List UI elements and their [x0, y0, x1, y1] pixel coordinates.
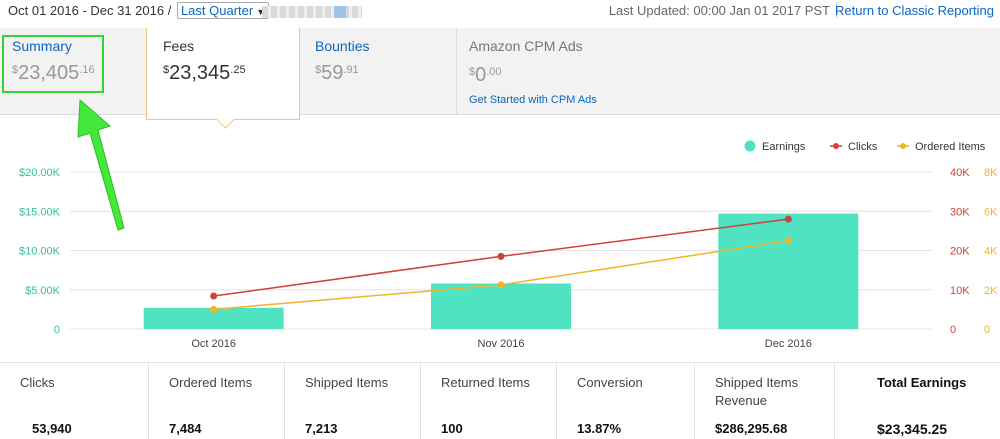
legend-label: Ordered Items: [915, 141, 986, 153]
x-tick-label: Dec 2016: [765, 338, 812, 350]
x-tick-label: Oct 2016: [191, 338, 236, 350]
legend-label: Clicks: [848, 141, 878, 153]
stat-value: 53,940: [32, 421, 72, 436]
cpm-amount: $0.00: [469, 64, 502, 86]
y-tick-label-ordered: 2K: [984, 285, 998, 297]
stat-value: 100: [441, 421, 463, 436]
y-tick-label-earnings: 0: [54, 324, 60, 336]
clicks-point: [210, 292, 218, 300]
tab-summary[interactable]: Summary $23,405.16: [0, 28, 140, 114]
clicks-point: [784, 215, 792, 223]
y-tick-label-clicks: 40K: [950, 167, 970, 179]
y-tick-label-earnings: $20.00K: [19, 167, 61, 179]
tab-cpm-label: Amazon CPM Ads: [469, 38, 583, 54]
y-tick-label-clicks: 0: [950, 324, 956, 336]
ordered-items-point: [784, 237, 792, 245]
y-tick-label-ordered: 0: [984, 324, 990, 336]
date-range: Oct 01 2016 - Dec 31 2016 / Last Quarter…: [8, 2, 270, 19]
period-selected: Last Quarter: [180, 3, 254, 18]
stat-label: Returned Items: [441, 375, 530, 390]
period-dropdown[interactable]: Last Quarter ▼: [176, 2, 270, 19]
summary-amount: $23,405.16: [12, 62, 95, 84]
earnings-bar: [143, 307, 284, 329]
stat-returned-items: Returned Items 100: [420, 363, 556, 439]
legend-marker: [744, 140, 756, 152]
y-tick-label-clicks: 10K: [950, 285, 970, 297]
y-tick-label-earnings: $15.00K: [19, 206, 61, 218]
divider: [836, 2, 837, 18]
x-tick-label: Nov 2016: [477, 338, 524, 350]
legend-marker: [900, 143, 906, 149]
last-updated: Last Updated: 00:00 Jan 01 2017 PST: [608, 3, 830, 18]
top-bar: Oct 01 2016 - Dec 31 2016 / Last Quarter…: [0, 0, 1000, 24]
stat-label: Shipped Items: [305, 375, 389, 390]
cpm-get-started-link[interactable]: Get Started with CPM Ads: [469, 94, 597, 106]
tab-bounties-label: Bounties: [315, 38, 370, 54]
clicks-point: [497, 252, 505, 260]
earnings-bar: [718, 213, 859, 329]
ordered-items-point: [497, 281, 505, 289]
tab-summary-label: Summary: [12, 38, 72, 54]
stat-value: 13.87%: [577, 421, 622, 436]
redacted-account-id: [262, 6, 362, 18]
y-tick-label-earnings: $10.00K: [19, 246, 61, 258]
classic-reporting-link[interactable]: Return to Classic Reporting: [835, 3, 994, 18]
earnings-bar: [431, 283, 571, 329]
stat-value: 7,213: [305, 421, 338, 436]
highlight-box: [2, 35, 104, 93]
chevron-down-icon: ▼: [256, 7, 266, 17]
date-range-text: Oct 01 2016 - Dec 31 2016 /: [8, 3, 172, 18]
stat-shipped-items: Shipped Items 7,213: [284, 363, 420, 439]
y-tick-label-ordered: 4K: [984, 246, 998, 258]
stats-bar: Clicks 53,940 Ordered Items 7,484 Shippe…: [0, 362, 1000, 439]
stat-value: 7,484: [169, 421, 202, 436]
y-tick-label-earnings: $5.00K: [25, 285, 61, 297]
y-tick-label-ordered: 8K: [984, 167, 998, 179]
stat-ordered-items: Ordered Items 7,484: [148, 363, 284, 439]
stat-total-earnings: Total Earnings $23,345.25: [834, 363, 1000, 439]
stat-value: $23,345.25: [877, 421, 948, 437]
stat-conversion: Conversion 13.87%: [556, 363, 694, 439]
report-tabs: Summary $23,405.16 Fees $23,345.25 Bount…: [0, 28, 1000, 129]
y-tick-label-clicks: 20K: [950, 246, 970, 258]
stat-label: Ordered Items: [169, 375, 253, 390]
stat-label: Conversion: [577, 375, 643, 390]
stat-shipped-revenue: Shipped Items Revenue $286,295.68: [694, 363, 834, 439]
tab-bounties[interactable]: Bounties $59.91: [303, 28, 453, 114]
ordered-items-point: [210, 305, 218, 313]
y-tick-label-ordered: 6K: [984, 206, 998, 218]
fees-amount: $23,345.25: [163, 62, 246, 84]
earnings-chart: 0 $5.00K $10.00K $15.00K $20.00K 0 10K 20K 30K 40…: [19, 140, 998, 350]
legend-label: Earnings: [762, 141, 806, 153]
tab-fees-label: Fees: [163, 38, 195, 54]
legend-marker: [833, 143, 839, 149]
y-tick-label-clicks: 30K: [950, 206, 970, 218]
stat-label: Shipped Items Revenue: [715, 375, 799, 408]
stat-label: Total Earnings: [877, 375, 967, 390]
stat-value: $286,295.68: [715, 421, 788, 436]
tab-cpm-ads[interactable]: Amazon CPM Ads $0.00 Get Started with CP…: [456, 28, 657, 114]
bounties-amount: $59.91: [315, 62, 359, 84]
tab-fees[interactable]: Fees $23,345.25: [146, 28, 300, 129]
stat-clicks: Clicks 53,940: [0, 363, 148, 439]
stat-label: Clicks: [20, 375, 55, 390]
